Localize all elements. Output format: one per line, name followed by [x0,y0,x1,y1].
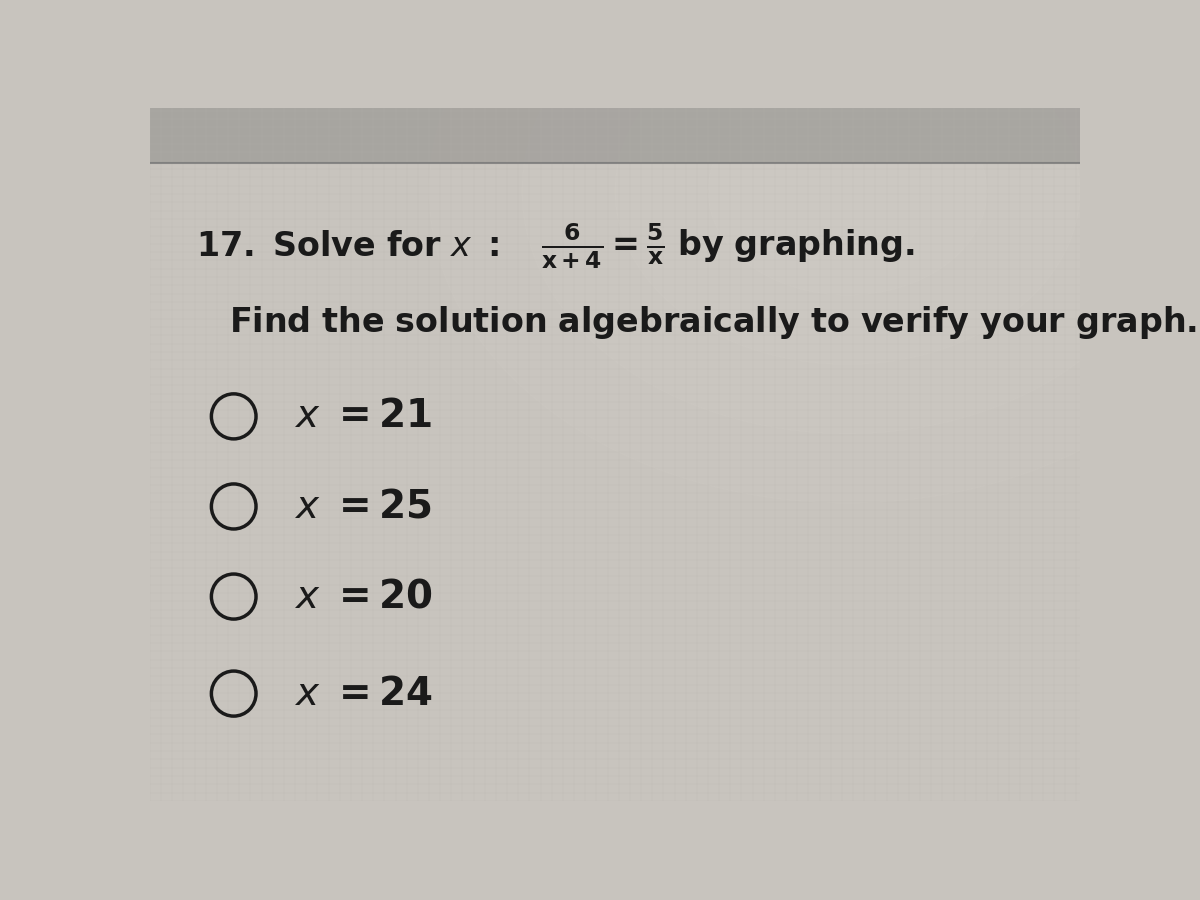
Text: $\mathit{x}\ \mathbf{= 24}$: $\mathit{x}\ \mathbf{= 24}$ [294,675,433,713]
Circle shape [616,18,1080,364]
Text: $\mathit{x}\ \mathbf{= 21}$: $\mathit{x}\ \mathbf{= 21}$ [294,398,432,436]
Bar [150,108,1080,164]
Text: $\mathbf{17.\ Solve\ for}\ \mathit{x}\ \mathbf{:}$: $\mathbf{17.\ Solve\ for}\ \mathit{x}\ \… [197,230,500,263]
Circle shape [522,0,1174,434]
Circle shape [430,0,1200,503]
Text: $\mathbf{\frac{6}{x+4} = \frac{5}{x}}\ \mathbf{by\ graphing.}$: $\mathbf{\frac{6}{x+4} = \frac{5}{x}}\ \… [540,222,914,271]
Text: $\mathit{x}\ \mathbf{= 20}$: $\mathit{x}\ \mathbf{= 20}$ [294,578,433,616]
Text: $\mathit{x}\ \mathbf{= 25}$: $\mathit{x}\ \mathbf{= 25}$ [294,488,432,526]
Text: $\mathbf{Find\ the\ solution\ algebraically\ to\ verify\ your\ graph.}$: $\mathbf{Find\ the\ solution\ algebraica… [229,304,1198,341]
Circle shape [708,87,986,295]
